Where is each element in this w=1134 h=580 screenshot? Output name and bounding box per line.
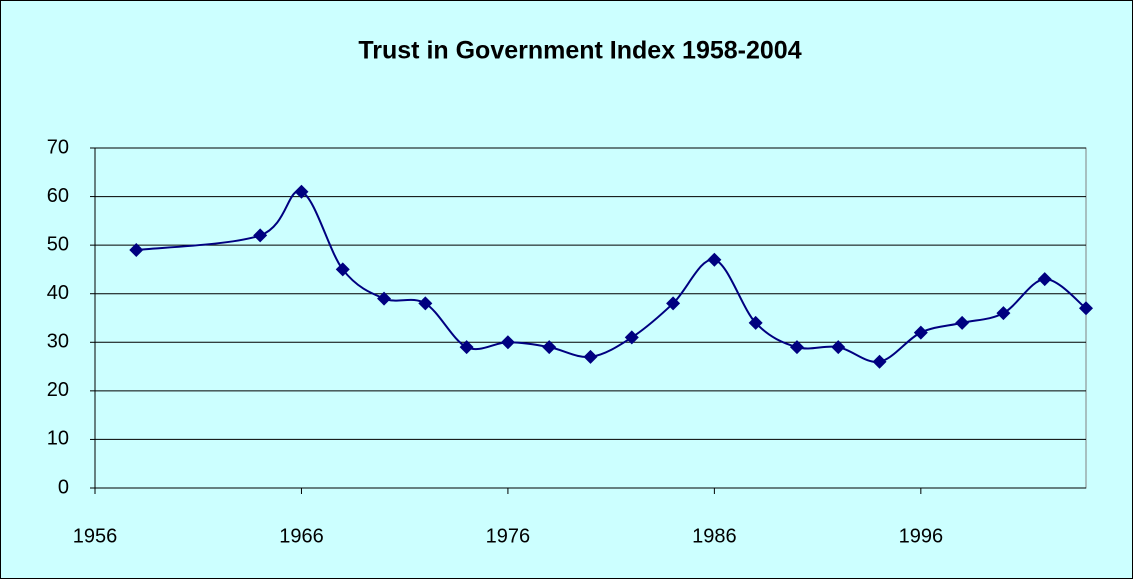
y-tick-label: 40 xyxy=(47,282,69,304)
y-tick-label: 0 xyxy=(58,476,69,498)
data-point xyxy=(129,243,144,257)
x-tick-label: 1986 xyxy=(692,525,737,547)
data-point xyxy=(459,340,474,355)
y-tick-label: 10 xyxy=(47,428,69,450)
data-point xyxy=(872,354,887,369)
data-point xyxy=(542,340,557,355)
data-point xyxy=(996,306,1011,321)
x-tick-label: 1956 xyxy=(73,525,118,547)
chart-title: Trust in Government Index 1958-2004 xyxy=(358,37,801,65)
y-tick-label: 70 xyxy=(47,136,69,158)
data-point xyxy=(831,340,846,355)
data-point xyxy=(335,262,350,277)
y-tick-label: 60 xyxy=(47,185,69,207)
y-tick-label: 20 xyxy=(47,379,69,401)
data-point xyxy=(913,325,928,340)
data-point xyxy=(748,315,763,330)
x-tick-label: 1966 xyxy=(279,525,324,547)
y-tick-label: 50 xyxy=(47,233,69,255)
x-tick-label: 1996 xyxy=(899,525,944,547)
data-point xyxy=(253,228,268,243)
data-point xyxy=(666,296,681,311)
x-tick-label: 1976 xyxy=(486,525,531,547)
data-point xyxy=(707,252,722,267)
data-point xyxy=(789,340,804,355)
y-tick-label: 30 xyxy=(47,331,69,353)
data-point xyxy=(624,330,639,345)
data-point xyxy=(1079,301,1093,316)
data-point xyxy=(418,296,433,311)
data-point xyxy=(955,315,970,330)
data-point xyxy=(583,349,598,364)
data-point xyxy=(377,291,392,306)
data-point xyxy=(1037,272,1052,287)
data-point xyxy=(294,184,309,199)
data-point xyxy=(500,335,515,350)
